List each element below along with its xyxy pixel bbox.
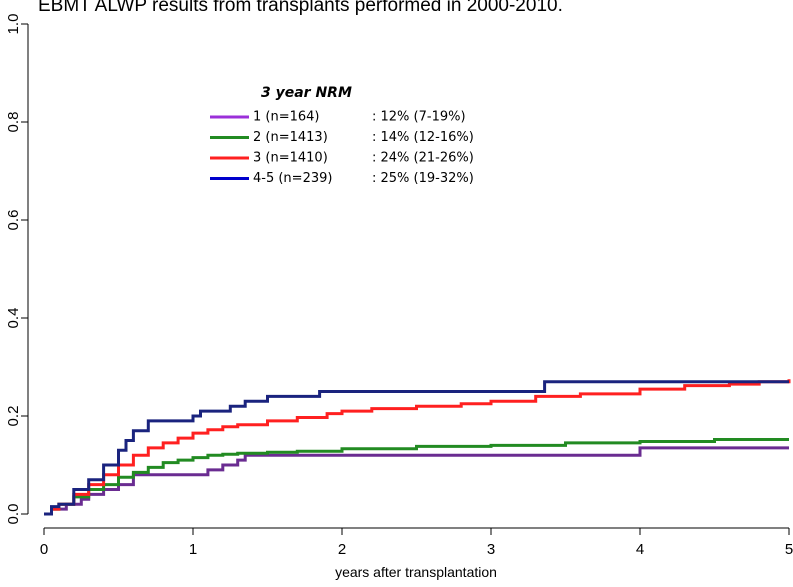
y-tick-label: 0.2	[5, 406, 22, 427]
x-tick-label: 4	[636, 541, 644, 558]
legend-nrm-value: : 14% (12-16%)	[372, 130, 474, 145]
x-tick-label: 2	[338, 541, 346, 558]
x-axis-ticks: 0 1 2 3 4 5	[40, 528, 793, 558]
y-tick-label: 0.4	[5, 308, 22, 329]
legend-nrm-value: : 12% (7-19%)	[372, 110, 466, 125]
x-tick-label: 5	[785, 541, 793, 558]
x-tick-label: 3	[487, 541, 495, 558]
y-tick-label: 0.8	[5, 112, 22, 133]
y-tick-label: 0.0	[5, 504, 22, 525]
legend-series-name: 3 (n=1410)	[253, 151, 328, 166]
series-line-1	[44, 446, 789, 516]
legend-nrm-value: : 25% (19-32%)	[372, 171, 474, 186]
y-tick-label: 1.0	[5, 14, 22, 35]
y-tick-label: 0.6	[5, 210, 22, 231]
x-tick-label: 0	[40, 541, 48, 558]
legend-series-name: 4-5 (n=239)	[253, 171, 332, 186]
x-axis-label: years after transplantation	[335, 564, 497, 580]
series-lines	[44, 379, 791, 516]
legend-nrm-value: : 24% (21-26%)	[372, 151, 474, 166]
legend-series-name: 1 (n=164)	[253, 110, 320, 125]
series-line-2	[44, 438, 789, 516]
legend-series-name: 2 (n=1413)	[253, 130, 328, 145]
x-tick-label: 1	[189, 541, 197, 558]
legend-title: 3 year NRM	[261, 85, 352, 101]
chart-title: EBMT ALWP results from transplants perfo…	[38, 0, 563, 16]
series-line-4	[44, 380, 789, 516]
y-axis-ticks: 0.0 0.2 0.4 0.6 0.8 1.0	[5, 14, 28, 525]
legend: 3 year NRM 1 (n=164) : 12% (7-19%) 2 (n=14…	[210, 85, 474, 186]
